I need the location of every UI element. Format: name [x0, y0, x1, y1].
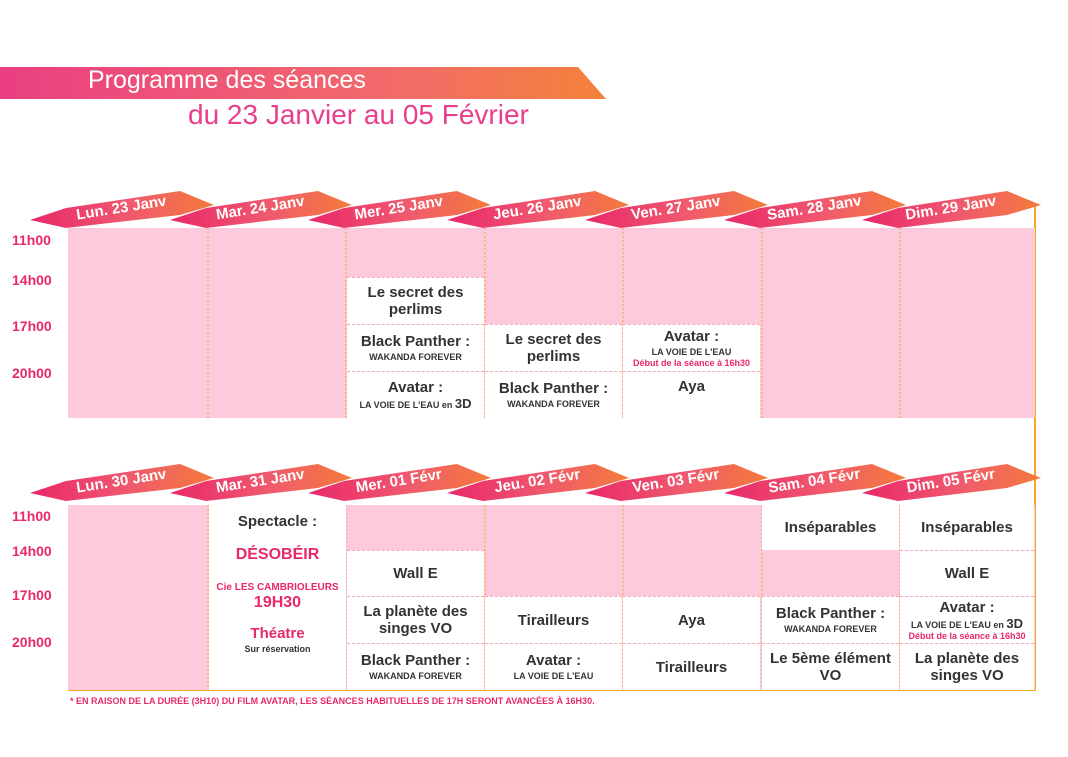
session-cell[interactable]: Le secret des perlims	[347, 277, 484, 324]
film-title: Le 5ème élément VO	[770, 650, 891, 684]
session-cell[interactable]: La planète des singes VO	[347, 596, 484, 643]
session-cell[interactable]: La planète des singes VO	[900, 643, 1034, 690]
time-label-20h: 20h00	[12, 365, 52, 381]
film-title: Tirailleurs	[655, 658, 728, 676]
session-cell[interactable]: Avatar : LA VOIE DE L'EAU	[485, 643, 622, 690]
film-title: Avatar :	[387, 379, 444, 396]
film-subtitle: WAKANDA FOREVER	[369, 352, 462, 362]
session-cell[interactable]: Tirailleurs	[485, 596, 622, 643]
day-tab	[308, 191, 491, 228]
day-column-bg	[900, 228, 1035, 418]
film-title: Black Panther :	[360, 333, 471, 350]
day-tab	[724, 191, 906, 228]
footnote: * EN RAISON DE LA DURÉE (3H10) DU FILM A…	[70, 696, 595, 706]
film-title: Inséparables	[921, 519, 1013, 536]
spectacle-genre: Théatre	[250, 625, 305, 642]
session-cell[interactable]: Aya	[623, 371, 760, 418]
film-title: Aya	[678, 611, 705, 629]
film-subtitle-text: LA VOIE DE L'EAU en	[359, 400, 453, 410]
film-title: Tirailleurs	[517, 611, 590, 629]
film-title: Avatar :	[939, 599, 995, 616]
film-title: Le secret des perlims	[505, 331, 602, 365]
day-column-bg	[208, 228, 346, 418]
session-cell[interactable]: Avatar : LA VOIE DE L'EAU en 3D	[347, 371, 484, 418]
day-column-bg	[762, 228, 900, 418]
format-3d: 3D	[454, 396, 472, 411]
session-cell[interactable]: Wall E	[347, 550, 484, 596]
film-subtitle: WAKANDA FOREVER	[507, 399, 600, 409]
film-subtitle: LA VOIE DE L'EAU	[513, 671, 594, 681]
film-title: La planète des singes VO	[363, 603, 468, 637]
spectacle-block[interactable]: Spectacle : DÉSOBÉIR Cie LES CAMBRIOLEUR…	[209, 505, 346, 690]
film-title: Avatar :	[663, 328, 720, 345]
film-title: Avatar :	[525, 652, 582, 669]
session-cell[interactable]: Le secret des perlims	[485, 324, 622, 371]
day-tab	[862, 464, 1041, 501]
spectacle-time: 19H30	[253, 594, 302, 611]
film-title: Le secret des perlims	[367, 284, 464, 318]
time-label-11h: 11h00	[12, 232, 51, 248]
spectacle-booking: Sur réservation	[244, 644, 311, 654]
spectacle-name: DÉSOBÉIR	[235, 546, 320, 563]
title-banner	[0, 67, 606, 99]
film-title: Black Panther :	[775, 605, 886, 622]
film-subtitle: LA VOIE DE L'EAU	[651, 347, 732, 357]
spectacle-label: Spectacle :	[237, 513, 318, 530]
film-title: Wall E	[944, 565, 990, 582]
film-title: Aya	[678, 378, 705, 395]
time-label-14h: 14h00	[12, 543, 52, 559]
time-label-20h: 20h00	[12, 634, 52, 650]
day-tab	[585, 464, 768, 501]
session-cell[interactable]: Avatar : LA VOIE DE L'EAU Début de la sé…	[623, 324, 760, 371]
session-cell[interactable]: Aya	[623, 596, 760, 643]
day-tab	[585, 191, 768, 228]
title-line-1: Programme des séances	[88, 66, 366, 94]
time-label-14h: 14h00	[12, 272, 52, 288]
film-title: Inséparables	[784, 519, 877, 536]
session-cell[interactable]: Inséparables	[900, 505, 1034, 550]
day-tab	[30, 191, 214, 228]
film-subtitle-text: LA VOIE DE L'EAU en	[911, 620, 1004, 630]
day-column-bg	[68, 228, 208, 418]
session-cell[interactable]: Wall E	[900, 550, 1034, 596]
day-tab	[447, 464, 629, 501]
time-label-17h: 17h00	[12, 318, 52, 334]
session-cell[interactable]: Black Panther : WAKANDA FOREVER	[762, 596, 899, 643]
session-cell[interactable]: Avatar : LA VOIE DE L'EAU en 3D Début de…	[900, 596, 1034, 643]
time-label-11h: 11h00	[12, 508, 51, 524]
session-cell[interactable]: Black Panther : WAKANDA FOREVER	[485, 371, 622, 418]
film-title: Black Panther :	[498, 380, 609, 397]
film-subtitle: WAKANDA FOREVER	[784, 624, 877, 634]
time-label-17h: 17h00	[12, 587, 52, 603]
film-title: Black Panther :	[360, 652, 471, 669]
film-subtitle: LA VOIE DE L'EAU en 3D	[911, 616, 1023, 631]
day-tab	[30, 464, 214, 501]
title-line-2: du 23 Janvier au 05 Février	[188, 99, 529, 130]
session-cell[interactable]: Black Panther : WAKANDA FOREVER	[347, 324, 484, 371]
session-note: Début de la séance à 16h30	[632, 358, 751, 368]
day-tab	[862, 191, 1041, 228]
day-tab	[724, 464, 906, 501]
day-tab	[447, 191, 629, 228]
film-subtitle: WAKANDA FOREVER	[369, 671, 462, 681]
session-cell[interactable]: Le 5ème élément VO	[762, 643, 899, 690]
spectacle-company: Cie LES CAMBRIOLEURS	[216, 582, 339, 593]
film-subtitle: LA VOIE DE L'EAU en 3D	[359, 396, 472, 411]
day-tab	[170, 464, 352, 501]
film-title: Wall E	[393, 565, 438, 582]
session-note: Début de la séance à 16h30	[908, 631, 1026, 641]
session-cell[interactable]: Inséparables	[762, 505, 899, 550]
day-tab	[308, 464, 491, 501]
format-3d: 3D	[1006, 616, 1023, 631]
day-column-bg	[68, 505, 208, 690]
session-cell[interactable]: Tirailleurs	[623, 643, 760, 690]
day-tab	[170, 191, 352, 228]
film-title: La planète des singes VO	[914, 650, 1020, 684]
session-cell[interactable]: Black Panther : WAKANDA FOREVER	[347, 643, 484, 690]
